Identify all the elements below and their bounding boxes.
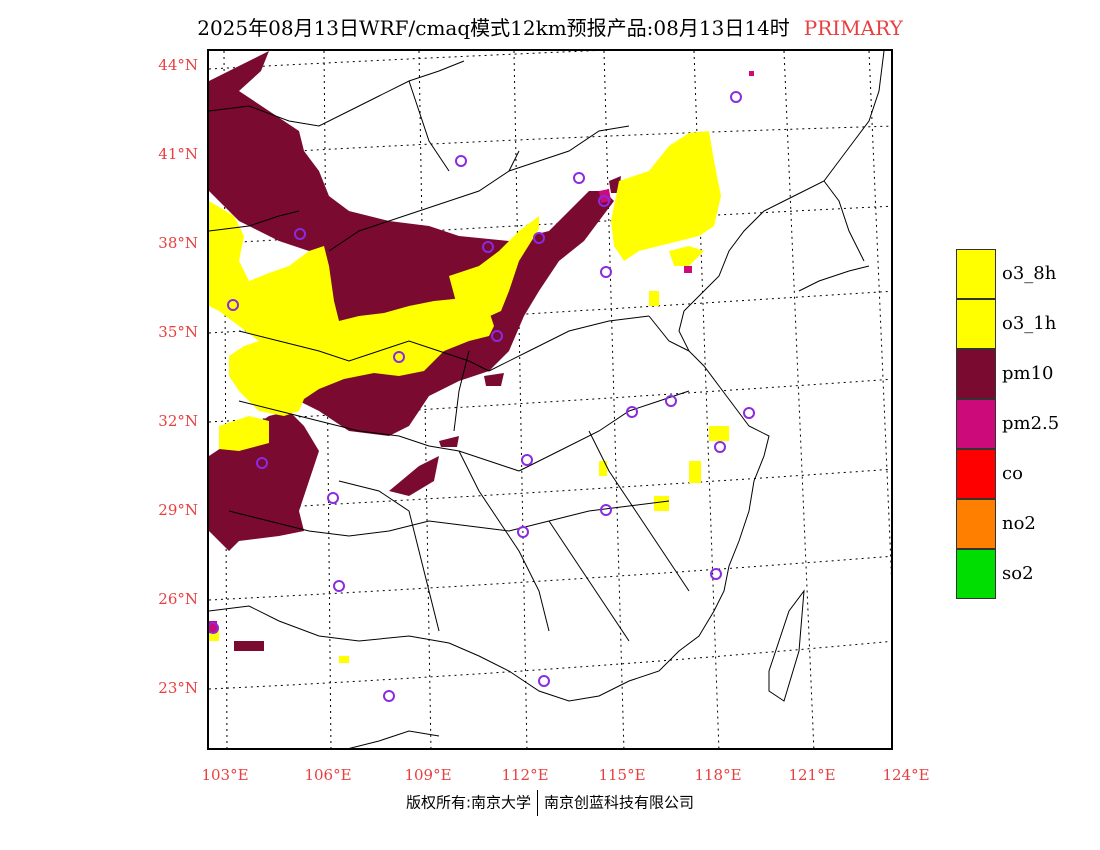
map-title: 2025年08月13日WRF/cmaq模式12km预报产品:08月13日14时 P… — [0, 12, 1100, 41]
lat-label-32: 32°N — [158, 412, 198, 430]
legend-item-pm25: pm2.5 — [956, 399, 1096, 449]
title-pollutant: PRIMARY — [803, 16, 903, 40]
lat-label-26: 26°N — [158, 590, 198, 608]
lon-label-103: 103°E — [201, 766, 249, 784]
station-markers — [209, 91, 755, 702]
lat-label-23: 23°N — [158, 679, 198, 697]
legend-swatch — [956, 349, 996, 399]
legend-item-o3-1h: o3_1h — [956, 299, 1096, 349]
lat-label-35: 35°N — [158, 323, 198, 341]
lon-label-124: 124°E — [882, 766, 930, 784]
legend-swatch — [956, 249, 996, 299]
legend-swatch — [956, 549, 996, 599]
legend-swatch — [956, 499, 996, 549]
pollutant-legend: o3_8h o3_1h pm10 pm2.5 co no2 so2 — [956, 249, 1096, 599]
map-canvas — [209, 51, 891, 748]
legend-swatch — [956, 299, 996, 349]
legend-label: pm10 — [1002, 363, 1054, 384]
forecast-map — [207, 49, 893, 750]
lon-label-112: 112°E — [501, 766, 549, 784]
lon-label-121: 121°E — [788, 766, 836, 784]
lat-label-38: 38°N — [158, 234, 198, 252]
legend-item-no2: no2 — [956, 499, 1096, 549]
copyright-footer: 版权所有:南京大学 南京创蓝科技有限公司 — [0, 790, 1100, 816]
legend-label: co — [1002, 463, 1023, 484]
legend-label: so2 — [1002, 563, 1034, 584]
lon-label-106: 106°E — [304, 766, 352, 784]
legend-item-pm10: pm10 — [956, 349, 1096, 399]
legend-label: pm2.5 — [1002, 413, 1060, 434]
legend-label: no2 — [1002, 513, 1036, 534]
o3-areas — [209, 131, 729, 663]
legend-item-co: co — [956, 449, 1096, 499]
lon-label-115: 115°E — [598, 766, 646, 784]
pm10-areas — [209, 51, 621, 651]
lat-label-29: 29°N — [158, 501, 198, 519]
legend-label: o3_1h — [1002, 313, 1057, 334]
credit-separator — [537, 790, 539, 816]
credit-left: 版权所有:南京大学 — [405, 793, 532, 812]
legend-item-so2: so2 — [956, 549, 1096, 599]
boundaries — [209, 51, 885, 748]
lon-label-109: 109°E — [404, 766, 452, 784]
legend-label: o3_8h — [1002, 263, 1057, 284]
legend-item-o3-8h: o3_8h — [956, 249, 1096, 299]
title-main: 2025年08月13日WRF/cmaq模式12km预报产品:08月13日14时 — [197, 16, 790, 40]
credit-right: 南京创蓝科技有限公司 — [544, 793, 695, 812]
lon-label-118: 118°E — [694, 766, 742, 784]
lat-label-41: 41°N — [158, 145, 198, 163]
lat-label-44: 44°N — [158, 56, 198, 74]
legend-swatch — [956, 449, 996, 499]
legend-swatch — [956, 399, 996, 449]
